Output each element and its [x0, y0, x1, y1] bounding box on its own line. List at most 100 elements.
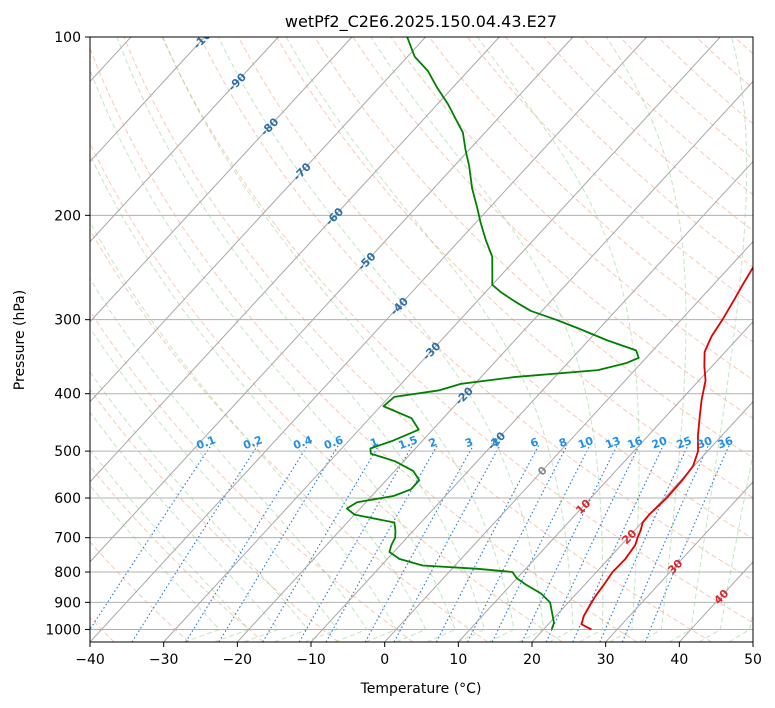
x-tick-label: −10	[296, 652, 326, 668]
isotherm	[90, 37, 205, 163]
mixing-ratio-label: 6	[529, 435, 541, 450]
isotherm	[236, 80, 753, 642]
mixing-ratio-line	[467, 445, 568, 642]
mixing-ratio-line	[435, 445, 540, 642]
mixing-ratio-label: 8	[557, 435, 569, 450]
moist-adiabat	[90, 153, 427, 642]
moist-adiabat	[90, 327, 339, 642]
y-tick-label: 300	[54, 313, 81, 329]
dry-adiabat	[581, 37, 753, 196]
mixing-ratio-label: 0.4	[291, 433, 314, 452]
mixing-ratio-label: 10	[576, 434, 595, 452]
mixing-ratio-line	[298, 445, 414, 642]
x-tick-label: −40	[75, 652, 105, 668]
mixing-ratio-line	[131, 445, 259, 642]
x-axis: −40 −30 −20 −10 0 10 20 30 40 50	[75, 642, 762, 668]
y-tick-label: 700	[54, 531, 81, 547]
y-axis-label: Pressure (hPa)	[12, 290, 28, 390]
y-tick-label: 900	[54, 595, 81, 611]
mixing-ratio-line	[393, 445, 501, 642]
x-tick-label: 50	[744, 652, 762, 668]
isotherm	[163, 37, 721, 642]
y-tick-label: 100	[54, 30, 81, 46]
dry-adiabat	[276, 37, 753, 499]
y-axis: 100 200 300 400 500 600 700 800 900 1000	[45, 30, 90, 638]
mixing-ratio-label: 0.6	[322, 433, 345, 452]
dry-adiabat	[505, 37, 753, 268]
moist-adiabat	[217, 37, 545, 642]
isotherm	[90, 37, 500, 483]
plot-frame	[89, 36, 754, 643]
dry-adiabat	[428, 37, 753, 343]
y-tick-label: 600	[54, 491, 81, 507]
x-tick-label: 0	[380, 652, 389, 668]
moist-adiabat	[90, 411, 280, 642]
temperature-line	[580, 265, 753, 631]
mixing-ratio-label: 25	[675, 434, 694, 451]
dry-adiabat	[199, 37, 753, 581]
moist-adiabat	[162, 37, 515, 642]
isotherms	[90, 37, 753, 642]
dry-adiabat	[90, 46, 638, 642]
isotherm	[457, 320, 753, 642]
mixing-ratio-label: 30	[695, 434, 714, 452]
x-tick-label: 30	[597, 652, 615, 668]
x-tick-label: 20	[523, 652, 541, 668]
dry-adiabats	[90, 37, 753, 642]
dewpoint-line	[345, 37, 640, 630]
mixing-ratio-label: 16	[626, 434, 645, 452]
isotherm	[90, 37, 647, 642]
x-tick-label: −30	[149, 652, 179, 668]
isotherm	[384, 240, 753, 642]
isotherm	[90, 37, 574, 563]
moist-adiabat	[90, 371, 309, 642]
mixing-ratio-label: 20	[650, 434, 669, 452]
dry-adiabat	[123, 37, 712, 642]
moist-adiabat	[90, 449, 250, 642]
mixing-ratio-label: 0.1	[195, 433, 218, 452]
dry-adiabat	[390, 37, 753, 381]
x-tick-label: −20	[223, 652, 253, 668]
dry-adiabat	[161, 37, 753, 624]
mixing-ratio-lines	[90, 445, 730, 642]
moist-adiabat	[370, 37, 604, 642]
mixing-ratio-label: 4	[490, 435, 502, 450]
isotherm	[310, 160, 753, 642]
mixing-ratio-line	[572, 445, 664, 642]
moist-adiabat	[90, 68, 456, 642]
isotherm	[90, 37, 279, 243]
mixing-ratio-line	[90, 445, 212, 631]
dry-adiabat	[90, 388, 339, 642]
dry-adiabat	[90, 142, 563, 642]
mixing-ratio-line	[364, 445, 474, 642]
moist-adiabat	[698, 451, 753, 642]
y-tick-label: 800	[54, 565, 81, 581]
dry-adiabat	[90, 465, 264, 642]
x-axis-label: Temperature (°C)	[360, 681, 482, 697]
isotherm	[90, 37, 426, 403]
moist-adiabat	[477, 37, 640, 642]
moist-adiabat	[285, 37, 574, 642]
moist-adiabat	[669, 37, 748, 642]
mixing-ratio-label: 0.2	[241, 433, 264, 452]
mixing-ratio-label: 2	[427, 435, 439, 450]
plot-area: -100-90-80-70-60-50-40-30-20-10010203040…	[90, 37, 753, 642]
profile-lines	[345, 37, 753, 631]
y-tick-label: 1000	[45, 622, 81, 638]
mixing-ratio-line	[185, 445, 309, 642]
isotherm	[90, 37, 353, 323]
y-tick-label: 200	[54, 208, 81, 224]
x-tick-label: 10	[449, 652, 467, 668]
moist-adiabats	[90, 37, 753, 642]
mixing-ratio-label: 36	[716, 434, 735, 452]
moist-adiabat	[90, 277, 368, 642]
mixing-ratio-line	[545, 445, 640, 642]
dry-adiabat	[237, 37, 753, 540]
moist-adiabat	[90, 484, 221, 642]
dry-adiabat	[352, 37, 753, 420]
mixing-ratio-line	[491, 445, 591, 642]
x-tick-label: 40	[670, 652, 688, 668]
isotherm	[531, 401, 753, 642]
